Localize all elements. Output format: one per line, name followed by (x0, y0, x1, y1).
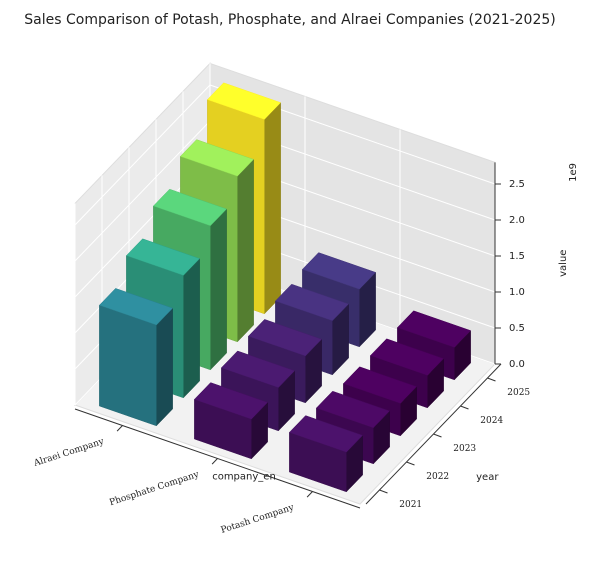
z-tick-label: 0.5 (509, 323, 525, 334)
bar-front (99, 304, 157, 427)
x-tick-label: Alraei Company (32, 437, 106, 470)
bar-top (315, 390, 391, 429)
bar-top (125, 238, 201, 276)
bar-top (98, 288, 174, 326)
y-tick-label: 2025 (507, 388, 530, 398)
bar (288, 415, 364, 493)
y-tick-label: 2024 (480, 416, 503, 426)
bar-side (210, 208, 227, 371)
x-tick (306, 491, 313, 498)
bar (193, 382, 269, 460)
bar-side (264, 101, 281, 315)
y-tick (433, 433, 442, 438)
z-offset-label: 1e9 (568, 163, 579, 182)
bar-top (369, 338, 445, 376)
chart-title: Sales Comparison of Potash, Phosphate, a… (24, 12, 555, 28)
bar-side (183, 257, 200, 399)
z-tick-label: 1.0 (509, 287, 525, 298)
bar (98, 288, 174, 427)
x-tick-label: Potash Company (220, 503, 296, 536)
bar-top (274, 283, 350, 322)
bar-top (193, 382, 269, 420)
y-tick-label: 2021 (399, 500, 422, 510)
z-tick-label: 0.0 (509, 359, 525, 370)
y-tick-label: 2022 (426, 472, 449, 482)
z-axis-label: value (558, 250, 569, 277)
z-tick-label: 1.5 (509, 251, 525, 262)
bar-top (247, 319, 323, 357)
bar-top (301, 252, 377, 290)
bar-side (237, 158, 254, 343)
bar-top (342, 366, 418, 404)
z-tick-label: 2.5 (509, 179, 525, 190)
x-tick (211, 458, 218, 465)
y-tick (460, 405, 469, 410)
bar-top (206, 82, 282, 120)
x-axis-label: company_en (212, 472, 276, 483)
y-axis-label: year (476, 472, 499, 483)
y-tick (406, 461, 415, 466)
bar-top (220, 350, 296, 388)
bar-side (156, 307, 173, 427)
bar-top (179, 139, 255, 177)
y-tick (487, 377, 496, 382)
z-tick-label: 2.0 (509, 215, 525, 226)
bar-top (152, 188, 228, 227)
bar-top (396, 310, 472, 348)
y-tick (379, 489, 388, 494)
x-tick (116, 425, 123, 432)
x-tick-label: Phosphate Company (108, 470, 201, 509)
y-tick-label: 2023 (453, 444, 476, 454)
bar-top (288, 415, 364, 453)
